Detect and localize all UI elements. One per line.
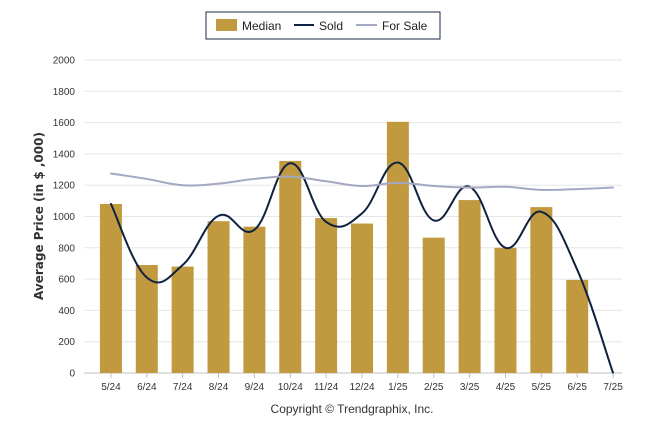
- legend-median-label: Median: [242, 19, 281, 33]
- median-bar: [351, 223, 373, 373]
- median-bar: [494, 247, 517, 373]
- x-tick-label: 4/25: [496, 382, 516, 393]
- legend-box: [205, 11, 441, 40]
- x-tick-label: 3/25: [460, 382, 480, 393]
- y-tick-label: 1800: [53, 87, 76, 98]
- y-tick-label: 1400: [53, 149, 76, 160]
- median-bar: [135, 265, 158, 373]
- y-tick-label: 200: [58, 337, 75, 348]
- legend-sold-label: Sold: [319, 19, 343, 33]
- x-tick-label: 5/24: [101, 382, 121, 393]
- median-bar: [458, 200, 481, 373]
- y-tick-label: 0: [69, 369, 75, 380]
- x-tick-label: 5/25: [532, 382, 552, 393]
- legend-for-sale-label: For Sale: [382, 19, 428, 33]
- x-axis-ticks: 5/24 6/24 7/24 8/24 9/24 10/24 11/24 12/24 1/25 2…: [101, 373, 623, 393]
- y-tick-label: 800: [58, 243, 75, 254]
- x-tick-label: 10/24: [278, 382, 303, 393]
- line-series: [109, 161, 615, 374]
- x-tick-label: 7/25: [603, 382, 623, 393]
- median-bar: [243, 226, 266, 373]
- y-tick-label: 400: [58, 306, 75, 317]
- x-tick-label: 6/25: [567, 382, 587, 393]
- median-bar: [422, 237, 445, 373]
- legend-median-swatch: [216, 19, 237, 31]
- y-tick-label: 1200: [53, 181, 76, 192]
- sold-line: [109, 161, 615, 374]
- median-bar: [386, 121, 409, 373]
- x-tick-label: 6/24: [137, 382, 157, 393]
- x-tick-label: 2/25: [424, 382, 444, 393]
- median-bar: [530, 207, 553, 373]
- x-tick-label: 11/24: [314, 382, 339, 393]
- y-tick-label: 1600: [53, 118, 76, 129]
- x-tick-label: 8/24: [209, 382, 229, 393]
- y-axis-ticks: 0 200 400 600 800 1000 1200 1400 1600 1800 2000: [53, 56, 76, 380]
- median-bar: [207, 221, 230, 373]
- median-bar: [171, 266, 194, 373]
- x-tick-label: 7/24: [173, 382, 193, 393]
- x-tick-label: 12/24: [349, 382, 374, 393]
- median-bar: [99, 203, 122, 373]
- median-bar: [315, 218, 338, 373]
- y-axis-title: Average Price (in $ ,000): [32, 132, 46, 300]
- y-tick-label: 1000: [53, 212, 76, 223]
- y-tick-label: 2000: [53, 56, 76, 67]
- median-bar: [566, 279, 589, 373]
- x-tick-label: 1/25: [388, 382, 408, 393]
- legend: Median Sold For Sale: [205, 11, 441, 40]
- median-bars: [99, 121, 589, 373]
- for-sale-line: [109, 172, 615, 192]
- copyright-text: Copyright © Trendgraphix, Inc.: [271, 402, 434, 416]
- x-tick-label: 9/24: [245, 382, 265, 393]
- median-bar: [279, 160, 302, 373]
- y-tick-label: 600: [58, 275, 75, 286]
